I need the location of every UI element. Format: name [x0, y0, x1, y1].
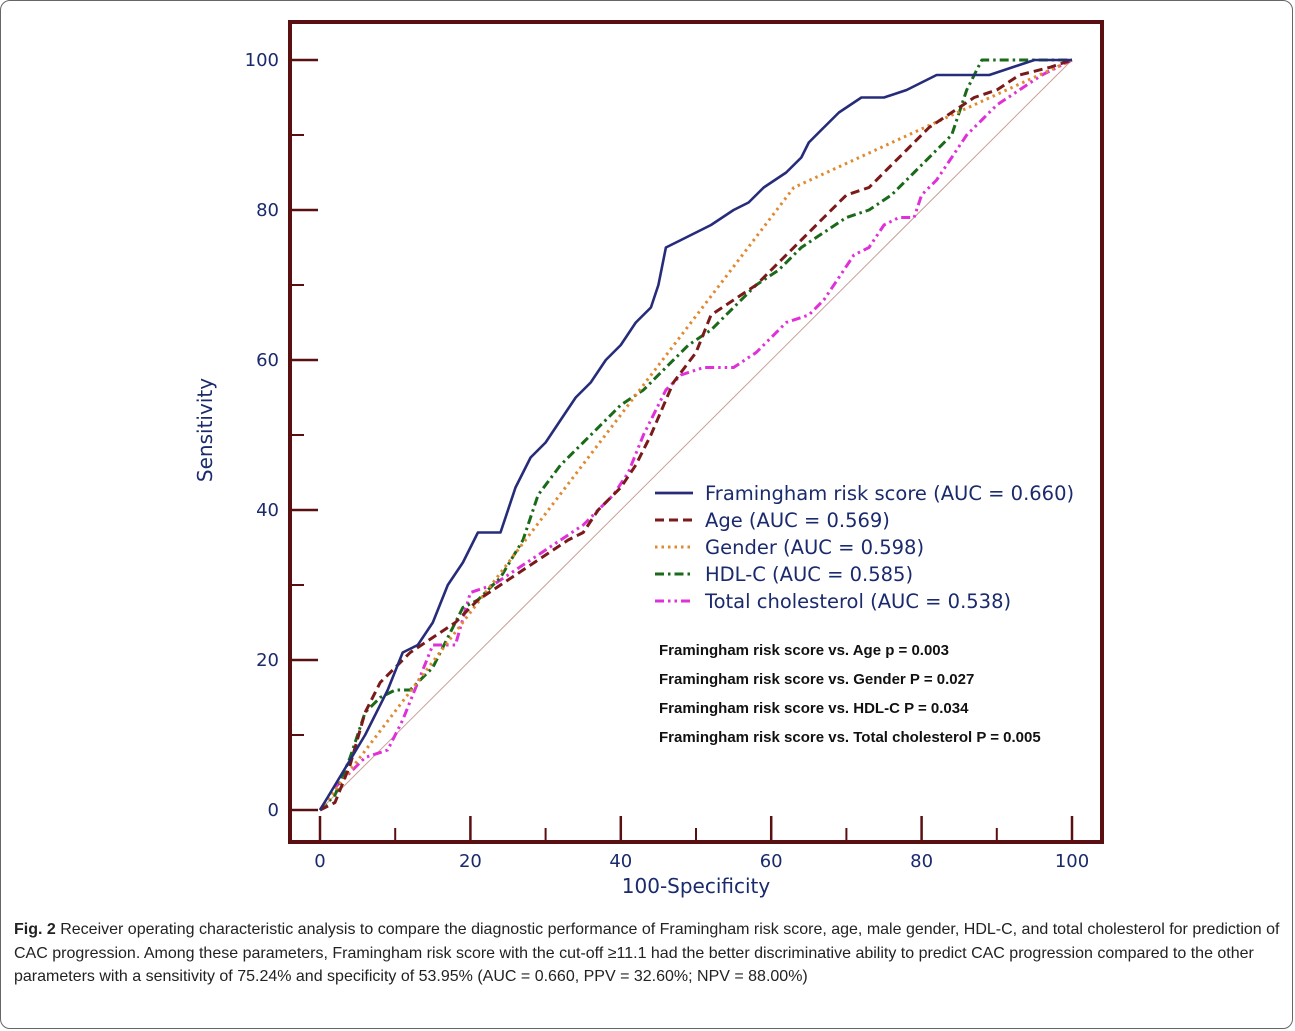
x-axis-label: 100-Specificity [622, 874, 771, 898]
x-tick-label: 0 [314, 851, 325, 872]
figure-caption: Fig. 2 Receiver operating characteristic… [14, 918, 1282, 989]
total-cholesterol-curve [318, 58, 1073, 811]
age-curve [319, 58, 1073, 812]
gender-legend-label: Gender (AUC = 0.598) [705, 536, 924, 559]
y-tick-label: 40 [256, 500, 279, 521]
caption-label: Fig. 2 [14, 921, 56, 938]
y-tick-label: 0 [268, 800, 279, 821]
y-tick-label: 100 [245, 50, 279, 71]
framingham-risk-score-curve [318, 58, 1072, 811]
stat-annotations: Framingham risk score vs. Age p = 0.003 F… [659, 642, 1041, 746]
hdl-c-legend-label: HDL-C (AUC = 0.585) [705, 563, 913, 586]
total-cholesterol-legend-label: Total cholesterol (AUC = 0.538) [704, 590, 1011, 613]
y-axis-label: Sensitivity [193, 378, 217, 482]
roc-chart: 0 20 40 60 80 100 0 20 40 60 80 100 100-Specificity… [193, 20, 1104, 898]
y-tick-label: 60 [256, 350, 279, 371]
x-tick-label: 20 [459, 851, 482, 872]
axis-ticks [290, 58, 1074, 842]
stat-annotation: Framingham risk score vs. HDL-C P = 0.03… [659, 700, 969, 717]
axis-tick-labels: 0 20 40 60 80 100 0 20 40 60 80 100 [245, 50, 1090, 872]
x-tick-label: 100 [1055, 851, 1089, 872]
reference-line-layer [319, 59, 1073, 811]
stat-annotation: Framingham risk score vs. Total choleste… [659, 729, 1041, 746]
gender-curve [318, 58, 1073, 811]
legend: Framingham risk score (AUC = 0.660) Age (… [655, 482, 1074, 613]
stat-annotation: Framingham risk score vs. Gender P = 0.0… [659, 671, 974, 688]
y-tick-label: 20 [256, 650, 279, 671]
x-tick-label: 60 [760, 851, 783, 872]
framingham-risk-score-legend-label: Framingham risk score (AUC = 0.660) [705, 482, 1074, 505]
x-tick-label: 40 [609, 851, 632, 872]
x-tick-label: 80 [910, 851, 933, 872]
reference-diagonal [319, 59, 1073, 811]
age-legend-label: Age (AUC = 0.569) [705, 509, 890, 532]
stat-annotation: Framingham risk score vs. Age p = 0.003 [659, 642, 949, 659]
y-tick-label: 80 [256, 200, 279, 221]
caption-text: Receiver operating characteristic analys… [14, 921, 1280, 985]
series-layer [318, 58, 1073, 812]
